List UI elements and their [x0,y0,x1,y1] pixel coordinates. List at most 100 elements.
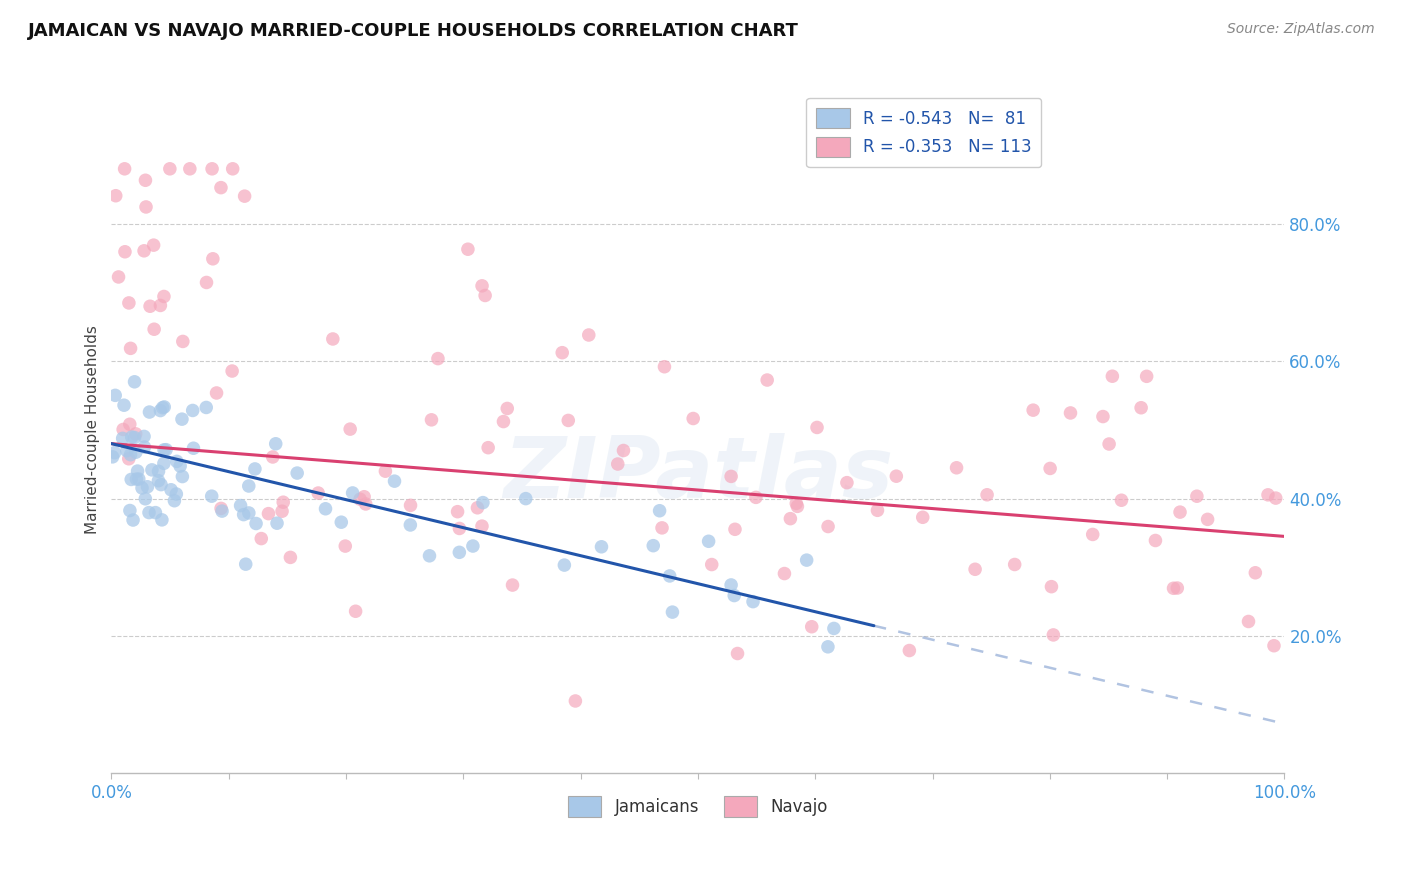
Point [1004,558,1026,572]
Point [183,442,205,456]
Point [1168,505,1191,519]
Point [886,469,908,483]
Point [553,558,575,573]
Point [551,345,574,359]
Legend: Jamaicans, Navajo: Jamaicans, Navajo [561,789,835,823]
Point [1098,437,1121,451]
Point [1264,491,1286,505]
Point [148,474,170,488]
Point [165,487,187,501]
Point [124,430,146,444]
Point [153,400,176,414]
Point [682,411,704,425]
Point [201,161,224,176]
Point [115,443,138,458]
Point [315,501,337,516]
Point [471,495,494,509]
Point [727,647,749,661]
Point [222,161,245,176]
Point [1237,615,1260,629]
Text: Source: ZipAtlas.com: Source: ZipAtlas.com [1227,22,1375,37]
Point [205,386,228,401]
Point [700,558,723,572]
Point [257,507,280,521]
Point [773,566,796,581]
Point [353,490,375,504]
Point [262,450,284,464]
Point [724,522,747,536]
Point [112,422,135,436]
Point [800,620,823,634]
Point [201,252,224,266]
Point [612,443,634,458]
Point [125,426,148,441]
Point [145,506,167,520]
Point [1039,461,1062,475]
Point [1197,512,1219,526]
Point [651,521,673,535]
Text: JAMAICAN VS NAVAJO MARRIED-COUPLE HOUSEHOLDS CORRELATION CHART: JAMAICAN VS NAVAJO MARRIED-COUPLE HOUSEH… [28,22,799,40]
Point [658,569,681,583]
Point [697,534,720,549]
Point [1163,581,1185,595]
Point [335,539,357,553]
Point [127,464,149,478]
Point [134,173,156,187]
Point [756,373,779,387]
Point [449,545,471,559]
Point [467,500,489,515]
Point [1040,580,1063,594]
Point [1263,639,1285,653]
Point [120,472,142,486]
Point [114,244,136,259]
Point [181,403,204,417]
Point [866,503,889,517]
Point [648,504,671,518]
Point [104,188,127,202]
Point [786,500,808,514]
Point [121,430,143,444]
Point [1130,401,1153,415]
Point [399,499,422,513]
Point [118,296,141,310]
Point [132,429,155,443]
Point [135,200,157,214]
Point [492,415,515,429]
Point [384,474,406,488]
Point [426,351,449,366]
Point [1022,403,1045,417]
Point [149,298,172,312]
Point [232,508,254,522]
Point [965,562,987,576]
Point [160,483,183,497]
Point [742,594,765,608]
Point [374,464,396,478]
Point [1111,493,1133,508]
Point [149,403,172,417]
Point [745,491,768,505]
Point [446,505,468,519]
Point [1144,533,1167,548]
Point [155,442,177,457]
Point [134,491,156,506]
Point [976,488,998,502]
Point [211,504,233,518]
Point [817,640,839,654]
Point [107,269,129,284]
Point [817,519,839,533]
Point [233,189,256,203]
Point [945,460,967,475]
Point [138,405,160,419]
Point [457,242,479,256]
Point [125,445,148,459]
Point [557,413,579,427]
Point [779,511,801,525]
Point [134,440,156,454]
Point [138,506,160,520]
Point [124,375,146,389]
Point [128,472,150,486]
Point [898,643,921,657]
Point [339,422,361,436]
Point [271,504,294,518]
Point [111,431,134,445]
